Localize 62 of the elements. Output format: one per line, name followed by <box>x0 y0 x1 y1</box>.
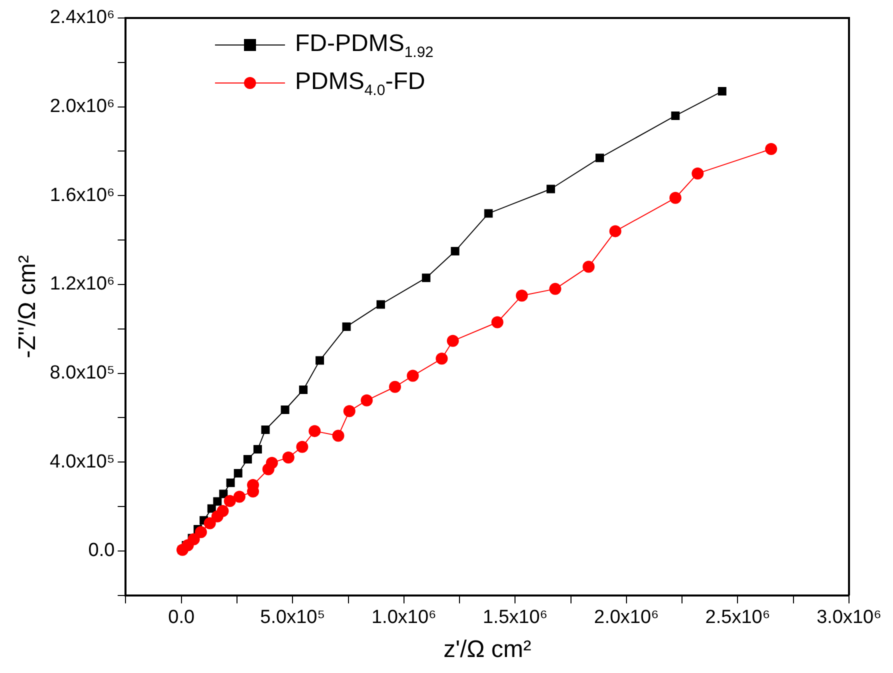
point <box>491 316 504 328</box>
point <box>436 352 448 365</box>
point <box>484 209 493 218</box>
y-tick-label: 2.0x10⁶ <box>50 96 115 118</box>
point <box>213 497 222 506</box>
point <box>188 533 200 546</box>
y-tick-label: 1.2x10⁶ <box>50 274 115 295</box>
x-axis-title: z'/Ω cm² <box>443 636 532 664</box>
x-tick-label: 3.0x10⁶ <box>816 607 882 628</box>
x-tick-label: 2.5x10⁶ <box>705 607 770 628</box>
point <box>216 505 229 518</box>
point <box>280 406 290 414</box>
point <box>299 386 308 394</box>
point <box>243 455 252 464</box>
point <box>282 451 294 464</box>
point <box>582 260 595 273</box>
point <box>332 430 344 442</box>
point <box>194 526 207 538</box>
point <box>450 246 460 256</box>
y-axis-title: -Z''/Ω cm² <box>14 255 42 358</box>
point <box>233 490 246 503</box>
point <box>446 334 459 347</box>
point <box>718 87 726 96</box>
x-tick-label: 0.0 <box>168 607 195 628</box>
point <box>516 290 528 302</box>
y-tick-label: 2.4x10⁶ <box>50 7 115 28</box>
point <box>360 394 373 406</box>
point <box>253 445 262 454</box>
point <box>765 143 778 156</box>
point <box>261 425 270 434</box>
legend-label: PDMS$_{4.0}$-FD <box>295 68 426 98</box>
y-tick-label: 0.0 <box>88 540 115 562</box>
point <box>219 490 228 498</box>
point <box>224 495 236 508</box>
point <box>406 370 419 382</box>
point <box>266 456 278 469</box>
point <box>296 440 308 453</box>
x-tick-label: 2.0x10⁶ <box>594 607 659 628</box>
point <box>389 380 402 393</box>
x-tick-label: 5.0x10⁵ <box>260 607 326 628</box>
point <box>669 192 682 204</box>
x-tick-label: 1.5x10⁶ <box>482 607 548 628</box>
point <box>234 469 242 478</box>
point <box>596 154 604 162</box>
point <box>422 274 430 282</box>
point <box>609 225 622 238</box>
x-tick-label: 1.0x10⁶ <box>371 607 436 628</box>
point <box>342 322 351 331</box>
y-tick-label: 8.0x10⁵ <box>50 362 115 384</box>
legend-label: FD-PDMS$_{1.92}$ <box>295 30 434 60</box>
point <box>343 405 356 418</box>
point <box>226 478 235 488</box>
y-tick-label: 1.6x10⁶ <box>50 184 115 206</box>
point <box>316 356 324 365</box>
point <box>549 282 562 295</box>
y-tick-label: 4.0x10⁵ <box>50 451 115 472</box>
point <box>671 111 680 120</box>
point <box>204 517 216 530</box>
point <box>546 184 556 194</box>
point <box>692 167 704 180</box>
point <box>308 425 321 438</box>
point <box>376 300 386 309</box>
